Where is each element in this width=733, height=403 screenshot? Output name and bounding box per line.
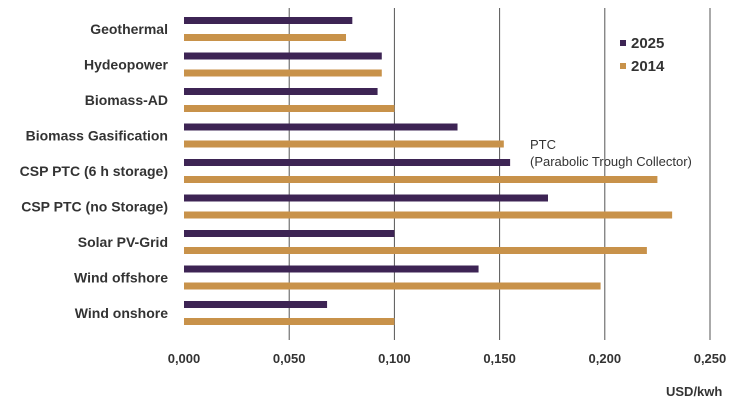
bar-2014 bbox=[184, 69, 382, 77]
bar-2025 bbox=[184, 230, 395, 237]
category-label: Geothermal bbox=[90, 21, 168, 37]
category-label: Wind offshore bbox=[74, 270, 168, 286]
legend-swatch-2014 bbox=[620, 63, 626, 69]
annotation-ptc-definition: (Parabolic Trough Collector) bbox=[530, 154, 692, 169]
category-label: CSP PTC (no Storage) bbox=[21, 199, 168, 215]
category-label: Hydeopower bbox=[84, 57, 169, 73]
bar-2025 bbox=[184, 52, 382, 60]
bars bbox=[184, 17, 673, 325]
bar-2025 bbox=[184, 17, 353, 24]
legend-label-2025: 2025 bbox=[631, 35, 664, 52]
x-axis-label: USD/kwh bbox=[666, 384, 722, 399]
bar-2025 bbox=[184, 301, 328, 308]
bar-2014 bbox=[184, 140, 504, 148]
category-label: CSP PTC (6 h storage) bbox=[20, 163, 168, 179]
x-tick-label: 0,250 bbox=[694, 351, 727, 366]
category-label: Solar PV-Grid bbox=[78, 234, 168, 250]
legend-swatch-2025 bbox=[620, 40, 626, 46]
x-tick-label: 0,050 bbox=[273, 351, 306, 366]
x-tick-label: 0,150 bbox=[483, 351, 516, 366]
x-tick-label: 0,100 bbox=[378, 351, 411, 366]
bar-2025 bbox=[184, 194, 548, 202]
x-tick-labels: 0,000 0,050 0,100 0,150 0,200 0,250 bbox=[168, 351, 727, 366]
category-label: Biomass Gasification bbox=[26, 128, 168, 144]
x-tick-label: 0,200 bbox=[589, 351, 622, 366]
legend: 2025 2014 bbox=[620, 35, 665, 75]
bar-2025 bbox=[184, 123, 458, 131]
bar-2014 bbox=[184, 282, 601, 290]
x-tick-label: 0,000 bbox=[168, 351, 201, 366]
category-label: Biomass-AD bbox=[85, 92, 168, 108]
annotation-ptc: PTC bbox=[530, 137, 556, 152]
bar-2014 bbox=[184, 318, 395, 325]
category-labels: Geothermal Hydeopower Biomass-AD Biomass Ga… bbox=[20, 21, 169, 321]
bar-2014 bbox=[184, 211, 673, 219]
bar-2025 bbox=[184, 159, 511, 166]
bar-2014 bbox=[184, 247, 647, 254]
bar-2025 bbox=[184, 265, 479, 273]
category-label: Wind onshore bbox=[75, 305, 168, 321]
bar-2025 bbox=[184, 88, 378, 95]
bar-2014 bbox=[184, 34, 347, 41]
bar-2014 bbox=[184, 105, 395, 112]
legend-label-2014: 2014 bbox=[631, 58, 665, 75]
bar-2014 bbox=[184, 176, 658, 183]
